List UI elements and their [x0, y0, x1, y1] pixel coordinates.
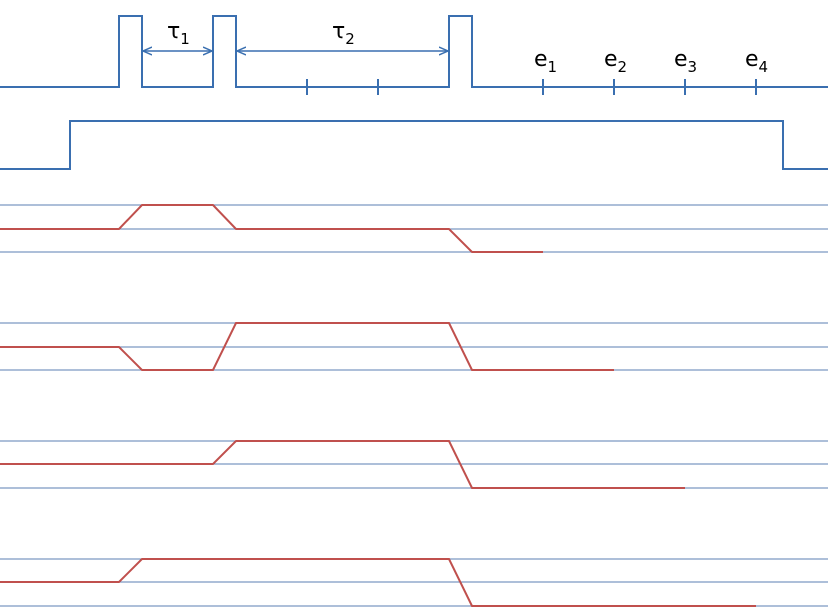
echo-symbol: e: [745, 47, 759, 72]
trace-group-3: [0, 440, 828, 489]
tau1-subscript: 1: [180, 30, 190, 48]
trace-group-1: [0, 204, 828, 253]
echo-subscript: 4: [759, 58, 769, 76]
coherence-trace-4: [0, 558, 756, 607]
coherence-trace-1: [0, 204, 543, 253]
pulse-ticks: [306, 79, 757, 95]
trace-group-2: [0, 322, 828, 371]
echo-label-3: e3: [674, 47, 697, 76]
tau1-label: τ1: [167, 19, 190, 48]
echo-symbol: e: [604, 47, 618, 72]
echo-symbol: e: [674, 47, 688, 72]
echo-label-1: e1: [534, 47, 557, 76]
echo-subscript: 1: [548, 58, 558, 76]
trace-group-4: [0, 558, 828, 607]
gate-line: [0, 120, 828, 170]
echo-subscript: 3: [688, 58, 698, 76]
coherence-trace-2: [0, 322, 614, 371]
tau2-symbol: τ: [332, 19, 345, 44]
tau2-subscript: 2: [345, 30, 355, 48]
tau1-symbol: τ: [167, 19, 180, 44]
tau2-label: τ2: [332, 19, 355, 48]
echo-label-4: e4: [745, 47, 768, 76]
coherence-trace-3: [0, 440, 685, 489]
echo-symbol: e: [534, 47, 548, 72]
pulse-sequence-line: [0, 15, 828, 88]
echo-subscript: 2: [618, 58, 628, 76]
echo-label-2: e2: [604, 47, 627, 76]
